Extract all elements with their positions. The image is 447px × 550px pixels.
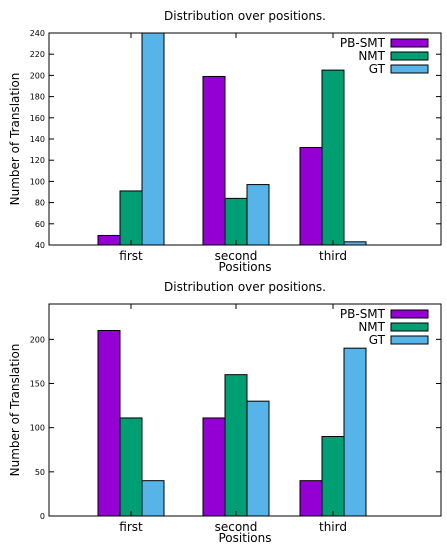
legend-label: NMT [358,320,385,334]
chart-title: Distribution over positions. [164,9,326,23]
y-tick-label: 50 [35,468,45,477]
legend-swatch [390,335,429,345]
legend-swatch [390,38,429,48]
y-tick-label: 60 [35,220,45,229]
x-tick-label: first [119,520,143,534]
x-axis-label: Positions [219,260,272,274]
bar-nmt-first [119,190,143,246]
bar-pb-smt-first [97,330,121,517]
bar-pb-smt-third [299,480,323,517]
legend-swatch [390,322,429,332]
y-tick-label: 150 [30,380,45,389]
y-tick-label: 200 [30,335,45,344]
y-tick-label: 160 [30,114,45,123]
bar-pb-smt-second [202,75,226,246]
x-tick-label: second [215,249,258,263]
y-axis-label: Number of Translation [8,344,22,477]
legend-label: NMT [358,49,385,63]
legend-swatch [390,64,429,74]
legend-label: GT [369,62,386,76]
bar-nmt-second [224,374,248,517]
y-axis: 40 60 80 100 120 140 160 180 200 220 240 [30,29,441,250]
x-axis-label: Positions [219,531,272,545]
bar-gt-third [343,347,367,517]
bar-gt-third [343,241,367,246]
x-tick-label: third [319,520,347,534]
x-axis: first second third [119,304,347,534]
y-tick-label: 240 [30,29,45,38]
y-axis-label: Number of Translation [8,73,22,206]
bar-nmt-third [321,436,345,517]
legend-swatch [390,51,429,61]
legend-label: GT [369,333,386,347]
x-tick-label: third [319,249,347,263]
y-tick-label: 40 [35,241,45,250]
bar-gt-second [246,184,270,246]
bar-nmt-first [119,417,143,517]
bar-nmt-third [321,69,345,246]
legend-label: PB-SMT [340,36,386,50]
legend-label: PB-SMT [340,307,386,321]
y-tick-label: 180 [30,93,45,102]
y-tick-label: 140 [30,135,45,144]
x-tick-label: second [215,520,258,534]
bar-gt-first [141,32,165,246]
bar-pb-smt-third [299,146,323,246]
y-tick-label: 100 [30,177,45,186]
chart-title: Distribution over positions. [164,280,326,294]
bars [97,32,367,246]
legend-swatch [390,309,429,319]
x-axis: first second third [119,33,347,263]
bar-pb-smt-second [202,417,226,517]
y-tick-label: 120 [30,156,45,165]
y-axis: 0 50 100 150 200 [30,335,441,521]
chart-top: Distribution over positions. 40 60 80 100 12… [8,9,442,274]
bar-nmt-second [224,197,248,246]
y-tick-label: 200 [30,71,45,80]
y-tick-label: 80 [35,199,45,208]
x-tick-label: first [119,249,143,263]
chart-bottom: Distribution over positions. 0 50 100 150 20… [8,280,442,545]
bar-gt-second [246,400,270,517]
y-tick-label: 220 [30,50,45,59]
bars [97,330,367,517]
y-tick-label: 0 [40,512,45,521]
bar-gt-first [141,480,165,517]
y-tick-label: 100 [30,424,45,433]
bar-pb-smt-first [97,234,121,246]
